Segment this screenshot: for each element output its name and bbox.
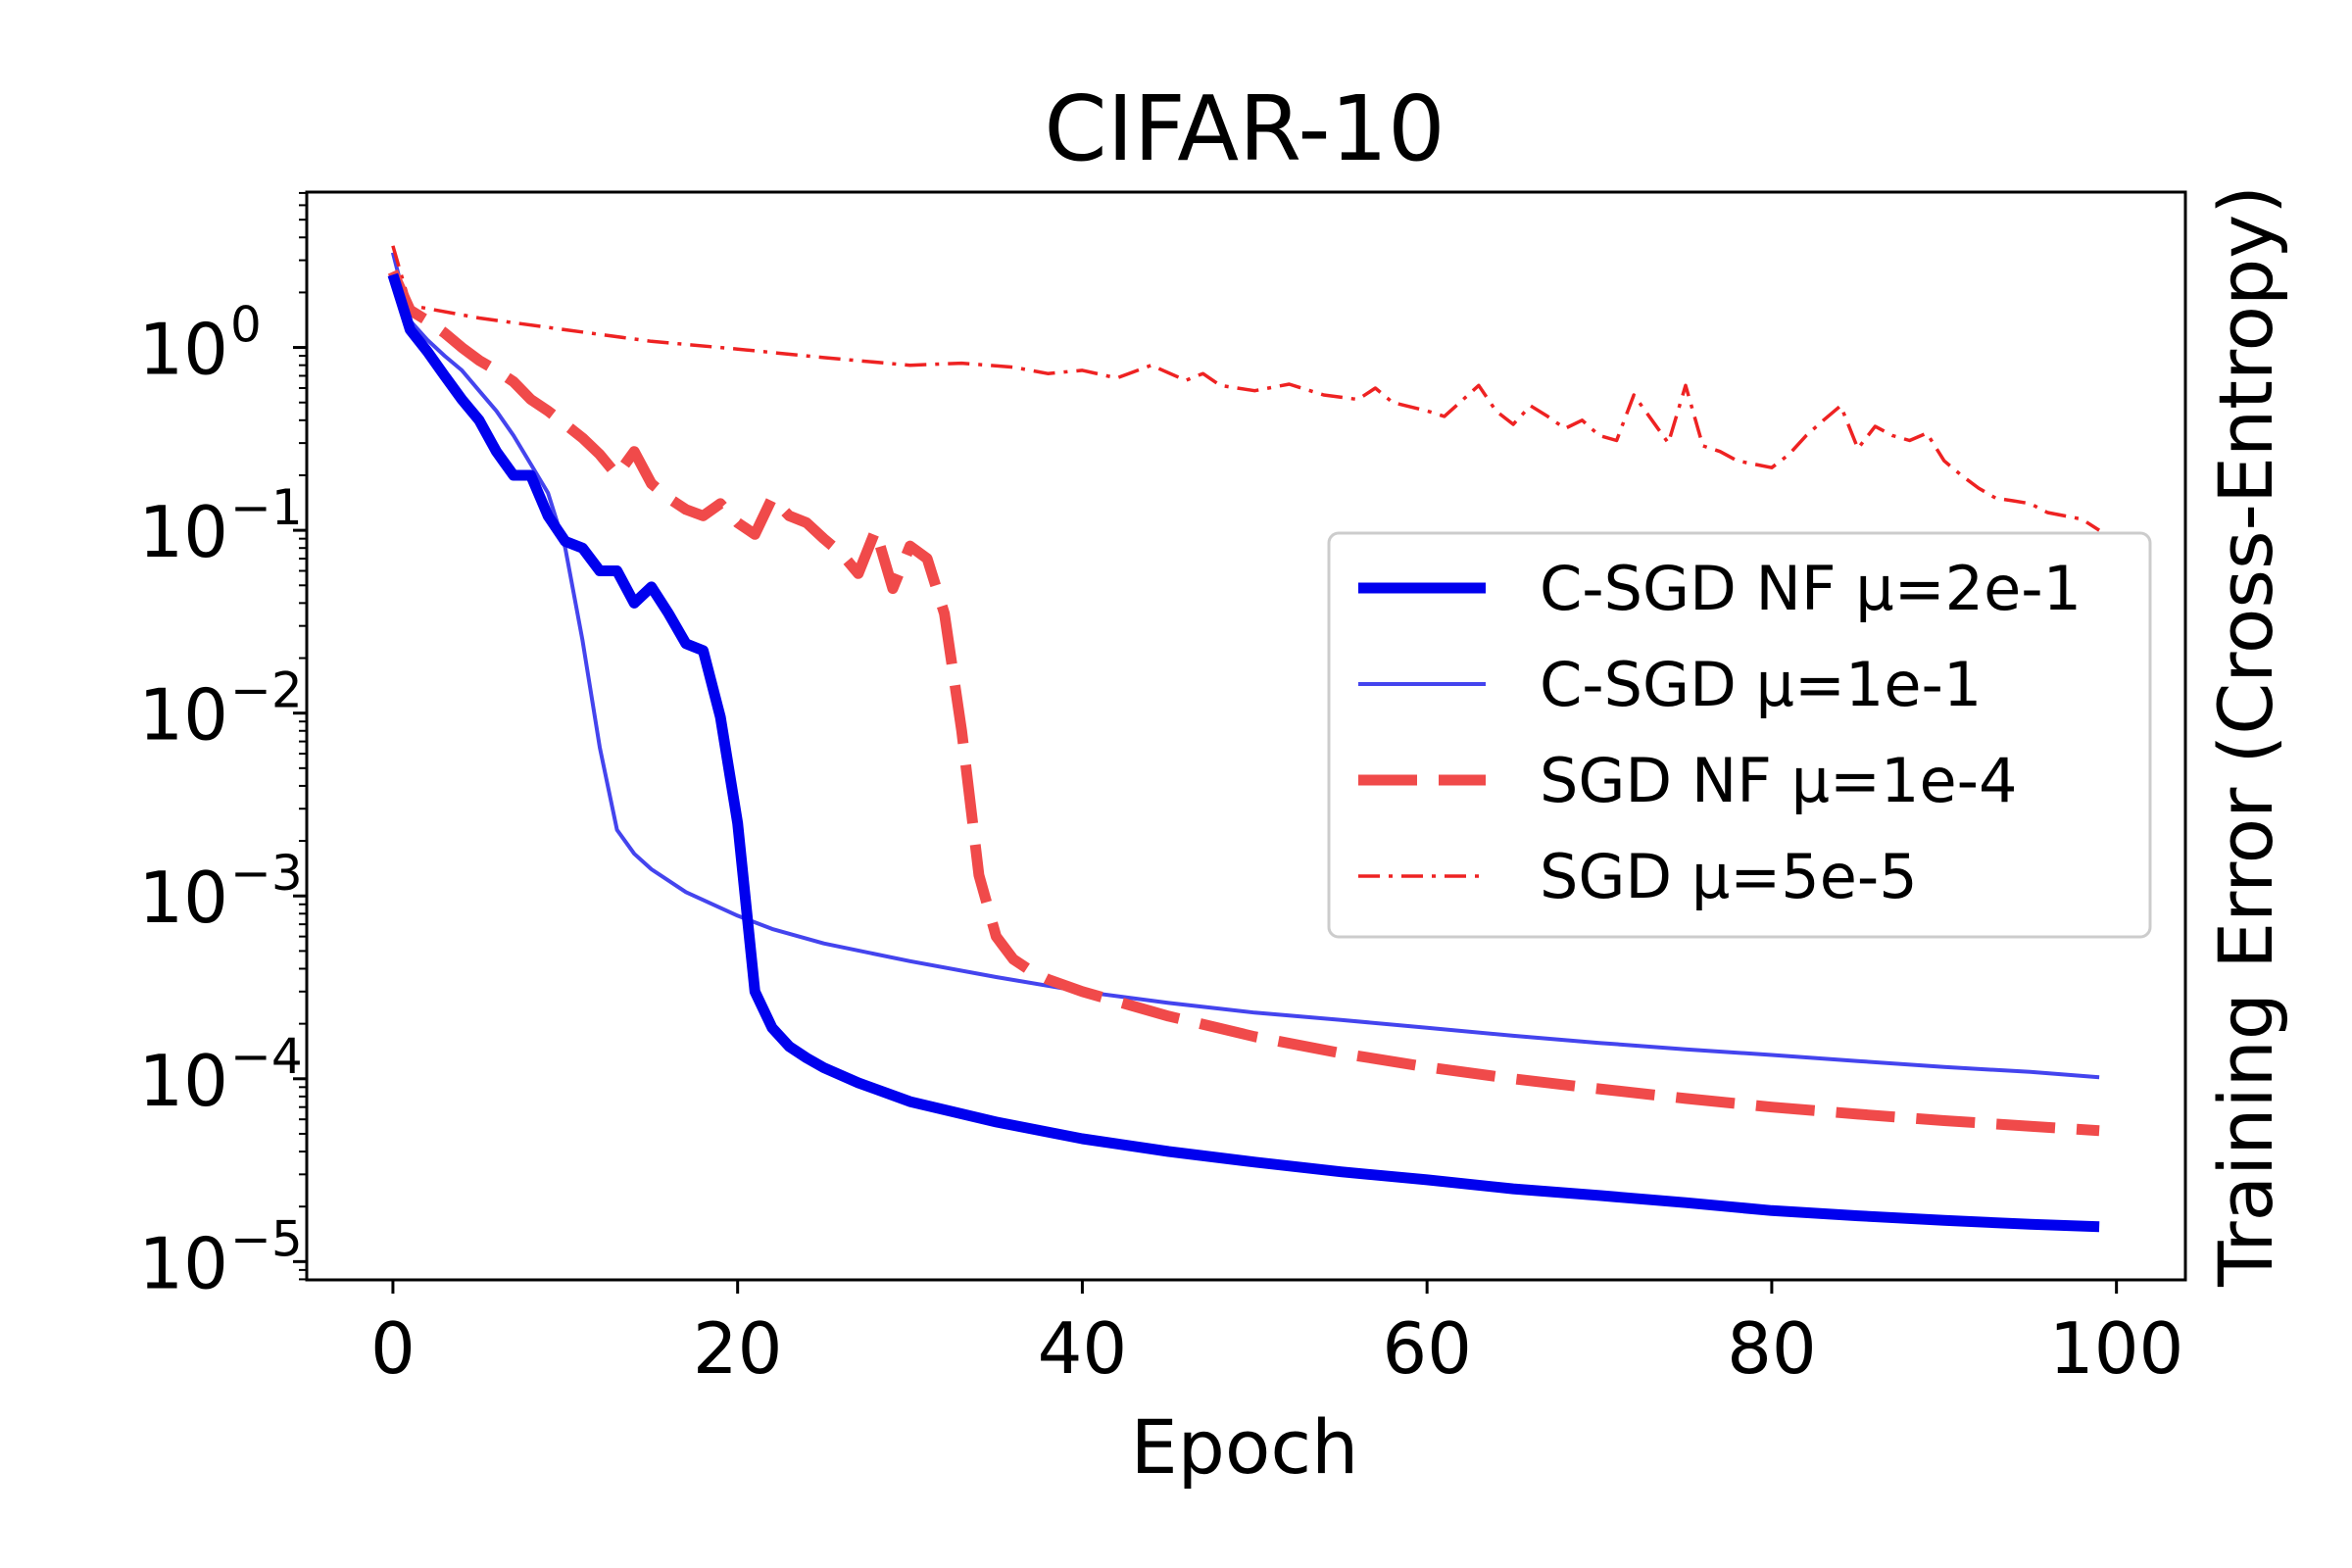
plot-frame (305, 190, 2187, 1282)
y-tick-exponent: −3 (230, 845, 303, 902)
series-line-3 (387, 269, 2100, 1137)
y-tick-exponent: 0 (230, 297, 262, 354)
legend-label-3: SGD NF μ=1e-4 (1540, 745, 2017, 816)
series-line-4 (391, 245, 2101, 532)
x-axis: 0 20 40 60 80 100 (370, 1280, 2183, 1390)
x-tick-label: 80 (1727, 1307, 1817, 1390)
y-tick-label: 10 (138, 491, 228, 573)
y-tick-label: 10 (138, 857, 228, 939)
series-layer (387, 245, 2101, 1233)
x-tick-label: 100 (2049, 1307, 2183, 1390)
legend-label-2: C-SGD μ=1e-1 (1540, 649, 1982, 720)
x-tick-label: 0 (370, 1307, 416, 1390)
y-tick-label: 10 (138, 1040, 228, 1122)
y-tick-exponent: −4 (230, 1028, 303, 1085)
legend-label-4: SGD μ=5e-5 (1540, 841, 1918, 912)
series-line-1 (387, 272, 2100, 1233)
y-tick-label: 10 (138, 1222, 228, 1304)
chart-title: CIFAR-10 (1044, 76, 1445, 181)
y-axis-label: Training Error (Cross-Entropy) (2202, 185, 2289, 1288)
x-tick-label: 40 (1038, 1307, 1128, 1390)
x-tick-label: 20 (693, 1307, 783, 1390)
y-tick-exponent: −1 (230, 479, 303, 536)
y-tick-label: 10 (138, 674, 228, 757)
y-tick-label: 10 (138, 309, 228, 391)
series-line-2 (390, 252, 2100, 1080)
legend-frame (1327, 531, 2152, 939)
legend: C-SGD NF μ=2e-1 C-SGD μ=1e-1 SGD NF μ=1e-4… (1327, 531, 2152, 939)
x-tick-label: 60 (1382, 1307, 1472, 1390)
x-axis-label: Epoch (1131, 1403, 1359, 1491)
y-tick-exponent: −5 (230, 1210, 303, 1267)
legend-label-1: C-SGD NF μ=2e-1 (1540, 553, 2082, 624)
y-tick-exponent: −2 (230, 662, 303, 719)
